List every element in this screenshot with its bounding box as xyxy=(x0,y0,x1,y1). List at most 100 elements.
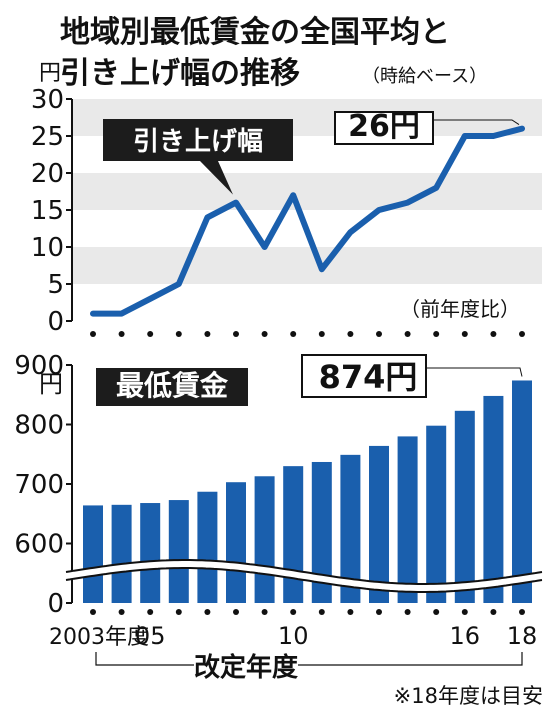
bar-callout-leader xyxy=(426,367,523,377)
line-series-label-box xyxy=(103,119,293,161)
wage-increase-point xyxy=(347,229,353,235)
footnote: ※18年度は目安 xyxy=(394,684,543,708)
x-tick-label: 05 xyxy=(135,622,166,650)
line-note: （前年度比） xyxy=(400,297,520,321)
wage-increase-point xyxy=(176,281,182,287)
bar-y-tick-label: 800 xyxy=(14,411,64,441)
line-unit-label: 円 xyxy=(39,61,61,86)
baseline-dot xyxy=(490,609,497,615)
title-line2: 引き上げ幅の推移 xyxy=(60,56,300,91)
baseline-dot xyxy=(433,609,440,615)
x-tick-label: 18 xyxy=(507,622,538,650)
x-axis-title: 改定年度 xyxy=(194,652,298,683)
line-y-tick-label: 20 xyxy=(31,159,64,189)
baseline-dot xyxy=(204,609,211,615)
line-series-label-pointer xyxy=(200,161,233,195)
shape-layer xyxy=(65,98,543,666)
bar-unit-label: 円 xyxy=(39,370,63,398)
title-line1: 地域別最低賃金の全国平均と xyxy=(60,15,450,50)
line-grid-band xyxy=(72,173,542,210)
line-y-tick-label: 25 xyxy=(31,122,64,152)
separator-dot xyxy=(347,331,354,337)
baseline-dot xyxy=(147,609,154,615)
minimum-wage-bar xyxy=(483,395,504,603)
axis-break-line-lower xyxy=(65,567,543,593)
wage-increase-point xyxy=(119,311,125,317)
separator-dot xyxy=(490,331,497,337)
separator-dot xyxy=(204,331,211,337)
wage-increase-point xyxy=(376,207,382,213)
minimum-wage-bar xyxy=(283,466,304,603)
minimum-wage-bar xyxy=(168,500,189,603)
baseline-dot xyxy=(175,609,182,615)
separator-dot xyxy=(118,331,125,337)
wage-increase-point xyxy=(319,266,325,272)
minimum-wage-bar xyxy=(83,505,103,603)
bar-callout-text: 874円 xyxy=(319,358,418,396)
wage-increase-point xyxy=(233,200,239,206)
minimum-wage-bar xyxy=(454,410,475,603)
minimum-wage-bar xyxy=(397,436,418,603)
bar-series-label-box xyxy=(96,368,248,406)
bar-y-tick-label: 0 xyxy=(47,589,64,619)
bar-callout-box xyxy=(301,354,427,398)
minimum-wage-bar xyxy=(340,454,361,603)
separator-dot xyxy=(461,331,468,337)
separator-dot xyxy=(519,331,525,337)
separator-dot xyxy=(376,331,382,337)
baseline-dot xyxy=(233,609,239,615)
x-tick-label: 2003年度 xyxy=(49,625,149,650)
baseline-dot xyxy=(404,609,411,615)
line-y-tick-label: 15 xyxy=(31,196,64,226)
minimum-wage-bar xyxy=(512,380,532,603)
wage-increase-point xyxy=(90,311,96,317)
minimum-wage-bar xyxy=(140,503,161,603)
minimum-wage-bar xyxy=(254,476,275,603)
title-suffix: （時給ベース） xyxy=(362,66,487,87)
axis-break-line-upper xyxy=(65,559,543,585)
minimum-wage-bar xyxy=(311,461,332,603)
line-callout-text: 26円 xyxy=(348,109,420,144)
wage-increase-line xyxy=(90,125,525,317)
baseline-dot xyxy=(347,609,354,615)
separator-dot xyxy=(290,331,297,337)
line-series-label: 引き上げ幅 xyxy=(133,127,263,157)
baseline-dot xyxy=(376,609,382,615)
separator-dot xyxy=(404,331,411,337)
line-y-tick-label: 0 xyxy=(47,307,64,337)
wage-increase-point xyxy=(490,133,496,139)
wage-increase-point xyxy=(405,200,411,206)
line-callout-box xyxy=(334,111,434,145)
line-y-tick-label: 5 xyxy=(47,270,64,300)
wage-increase-point xyxy=(462,133,468,139)
minimum-wage-bar xyxy=(369,445,389,603)
separator-dot xyxy=(433,331,440,337)
baseline-dot xyxy=(461,609,468,615)
x-tick-label: 10 xyxy=(278,622,309,650)
x-axis-bracket-right xyxy=(298,652,523,666)
minimum-wage-bar xyxy=(197,491,218,603)
separator-dot xyxy=(318,331,325,337)
wage-increase-point xyxy=(519,126,525,132)
bar-y-tick-label: 700 xyxy=(14,470,64,500)
separator-dot xyxy=(90,331,96,337)
bar-y-tick-label: 900 xyxy=(14,351,64,381)
separator-dot xyxy=(147,331,154,337)
x-tick-label: 16 xyxy=(450,622,481,650)
wage-increase-point xyxy=(290,192,296,198)
baseline-dot xyxy=(118,609,125,615)
baseline-dot xyxy=(90,609,96,615)
line-callout-leader xyxy=(433,119,520,126)
baseline-dot xyxy=(290,609,297,615)
minimum-wage-bar xyxy=(426,425,447,603)
minimum-wage-bar xyxy=(111,504,132,603)
separator-dot xyxy=(261,331,268,337)
baseline-dot xyxy=(519,609,525,615)
baseline-dot xyxy=(318,609,325,615)
bar-y-tick-label: 600 xyxy=(14,530,64,560)
line-grid-band xyxy=(72,247,542,284)
baseline-dot xyxy=(261,609,268,615)
text-layer: 地域別最低賃金の全国平均と 引き上げ幅の推移 （時給ベース） 円 26円 引き上… xyxy=(14,15,543,708)
wage-increase-point xyxy=(262,244,268,250)
